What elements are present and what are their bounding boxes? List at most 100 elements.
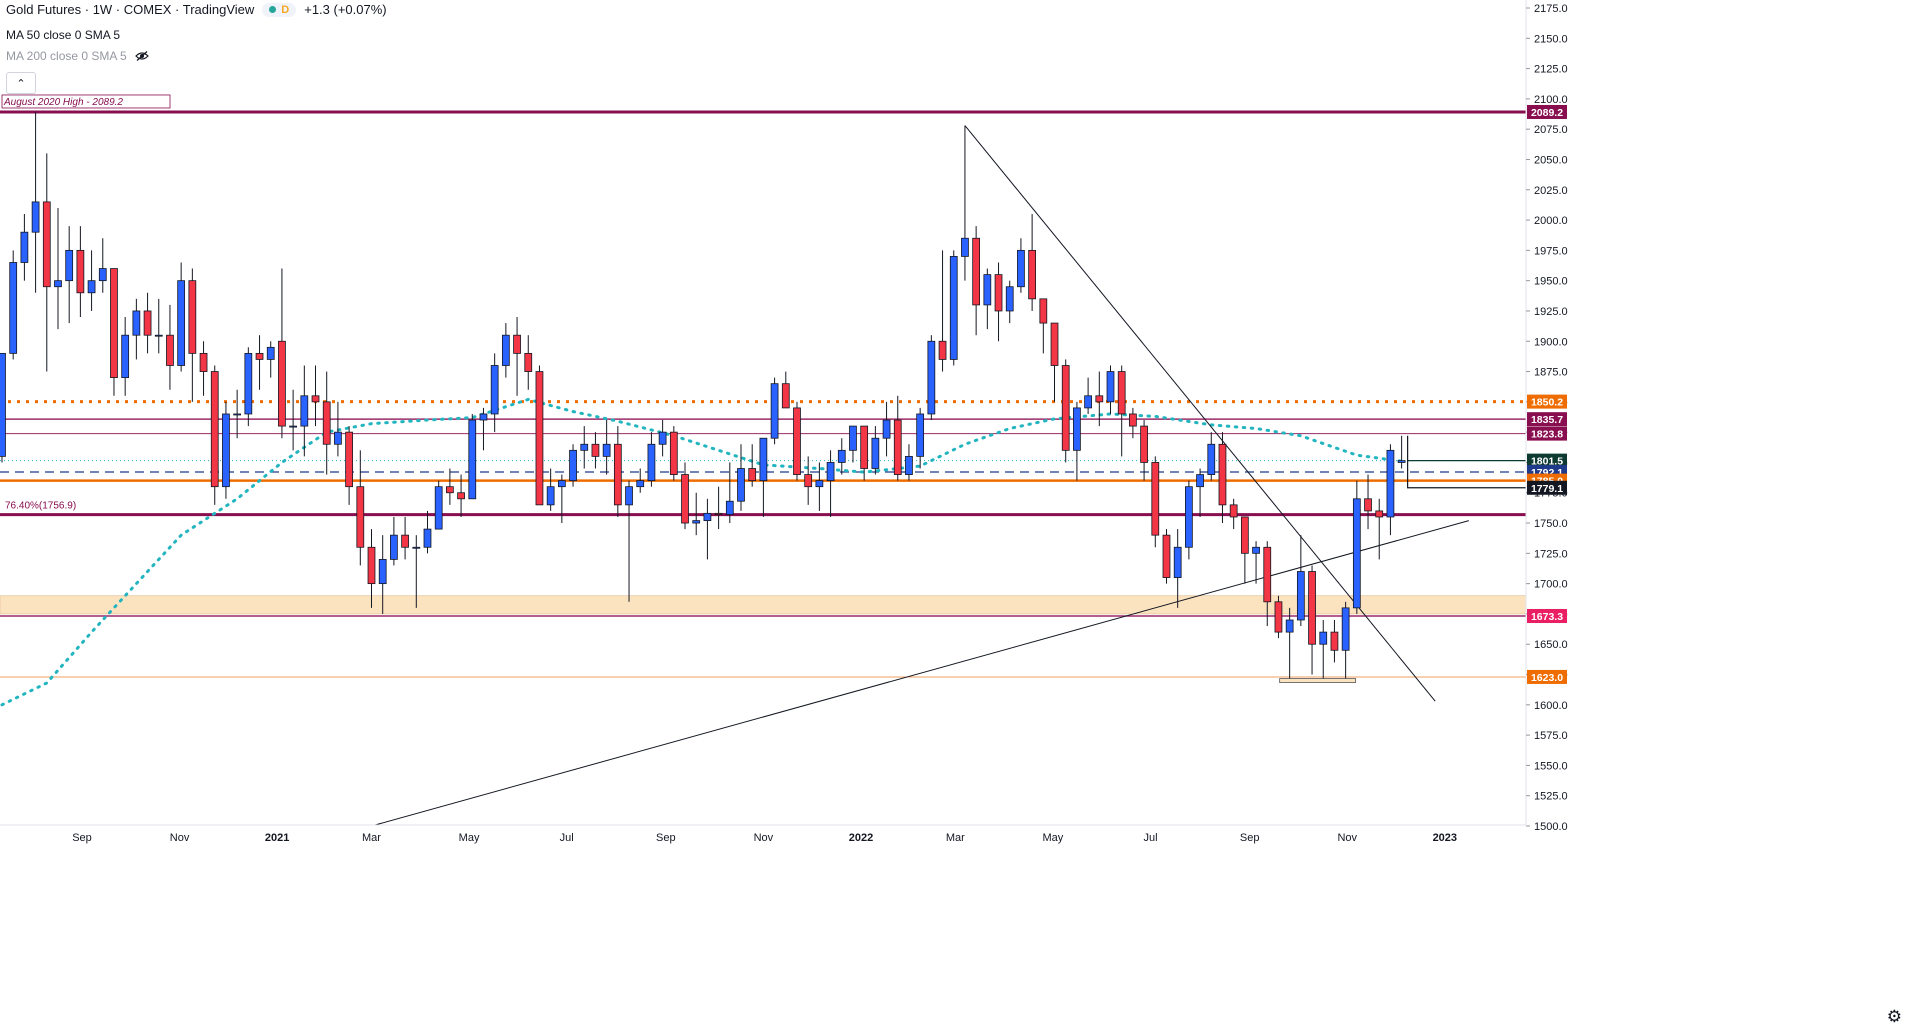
annotation-box <box>1 94 171 109</box>
candle-body <box>938 340 947 360</box>
candle <box>76 226 85 318</box>
candle <box>468 413 477 500</box>
candle <box>557 474 566 524</box>
candle <box>535 365 544 506</box>
x-tick-label: Sep <box>72 832 92 844</box>
candle-body <box>345 431 353 488</box>
candle <box>132 298 141 360</box>
candle <box>893 395 902 481</box>
candle-body <box>602 443 611 457</box>
candle <box>580 426 589 469</box>
candle-body <box>1185 486 1193 548</box>
y-tick-label: 1750.0 <box>1534 518 1568 530</box>
candle-body <box>658 431 667 445</box>
candle <box>0 352 6 463</box>
candle <box>1117 365 1126 457</box>
candle-body <box>390 534 398 560</box>
candle-body <box>1117 371 1126 415</box>
y-tick-label: 2075.0 <box>1534 124 1568 136</box>
candle <box>345 426 353 505</box>
candle <box>154 298 163 354</box>
x-tick-label: Nov <box>754 832 774 844</box>
candle-body <box>849 425 857 451</box>
indicator-ma50[interactable]: MA 50 close 0 SMA 5 <box>6 28 120 42</box>
candle <box>1017 238 1025 293</box>
candle <box>390 516 398 566</box>
x-tick-label: 2021 <box>265 832 289 844</box>
candle-body <box>1050 322 1059 366</box>
candle-body <box>322 401 331 445</box>
price-badge-label: 1779.1 <box>1531 483 1563 495</box>
price-badge-label: 1673.3 <box>1531 611 1563 623</box>
indicator-ma50-label: MA 50 close 0 SMA 5 <box>6 28 121 42</box>
candle <box>479 407 488 451</box>
y-tick-label: 1525.0 <box>1534 791 1568 803</box>
candle-body <box>166 334 174 366</box>
candle-body <box>1397 460 1406 463</box>
candle <box>1364 474 1372 530</box>
candle-body <box>1285 619 1294 633</box>
candle-body <box>468 419 477 500</box>
candle <box>300 365 309 457</box>
market-status-pill[interactable]: D <box>262 2 297 17</box>
candle-body <box>781 383 790 409</box>
candle <box>210 365 219 505</box>
candle-body <box>837 449 846 463</box>
candle-body <box>423 528 432 548</box>
candle-body <box>300 395 309 427</box>
y-tick-label: 1875.0 <box>1534 367 1568 379</box>
candle-body <box>1106 371 1115 403</box>
candle <box>1129 407 1137 439</box>
price-badge <box>1527 669 1567 684</box>
x-tick-label: Nov <box>1337 832 1357 844</box>
candle <box>871 426 880 475</box>
candle <box>20 214 29 281</box>
candle-body <box>311 395 320 403</box>
candle-body <box>87 280 96 294</box>
price-badge-label: 1801.5 <box>1531 456 1563 468</box>
candle-body <box>737 468 745 502</box>
candle-body <box>457 492 465 500</box>
y-tick-label: 2150.0 <box>1534 33 1568 45</box>
indicator-ma200[interactable]: MA 200 close 0 SMA 5 <box>6 49 149 63</box>
candle-body <box>893 419 902 475</box>
candle-body <box>233 413 242 416</box>
symbol-title[interactable]: Gold Futures · 1W · COMEX · TradingView <box>6 2 255 17</box>
candle <box>1240 516 1249 584</box>
collapse-legend-button[interactable]: ⌃ <box>6 72 36 94</box>
price-badge-label: 1623.0 <box>1531 672 1563 684</box>
candle <box>233 389 242 439</box>
candle <box>1252 541 1260 584</box>
candle <box>322 371 331 475</box>
candle-body <box>882 419 891 439</box>
candle <box>289 389 297 451</box>
hidden-eye-icon[interactable] <box>134 51 149 61</box>
indicator-ma200-label: MA 200 close 0 SMA 5 <box>6 49 127 63</box>
candle-body <box>1140 425 1148 463</box>
candle <box>837 438 846 475</box>
candle-body <box>367 546 376 585</box>
candle-body <box>110 268 118 379</box>
double-bottom-marker <box>1279 678 1357 683</box>
candle-body <box>446 486 454 494</box>
plot-area: 76.40%(1756.9) <box>0 110 1526 825</box>
candle-body <box>613 443 622 506</box>
candle-body <box>681 474 689 524</box>
chart-settings-gear-icon[interactable]: ⚙ <box>1886 1007 1902 1026</box>
candle-body <box>1218 443 1227 506</box>
candle <box>748 444 757 487</box>
price-badge <box>1527 608 1567 623</box>
candle <box>1140 420 1148 481</box>
candle <box>949 250 958 366</box>
x-tick-label: Sep <box>656 832 676 844</box>
candle <box>31 112 40 293</box>
candle <box>401 516 409 560</box>
candle-body <box>434 486 443 530</box>
candle-body <box>1330 631 1339 651</box>
candle <box>1207 432 1216 481</box>
candle-body <box>154 334 163 337</box>
candle-body <box>557 480 566 488</box>
price-badge <box>1527 480 1567 495</box>
x-tick-label: 2022 <box>849 832 873 844</box>
